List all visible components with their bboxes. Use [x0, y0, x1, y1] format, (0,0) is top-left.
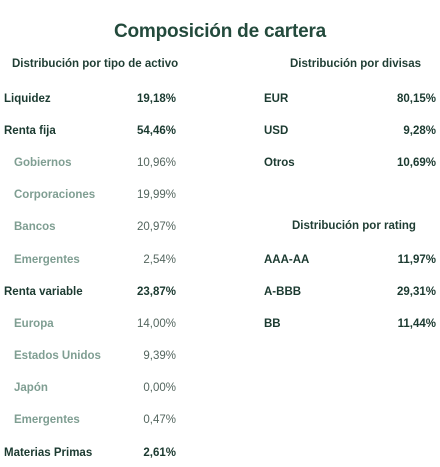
asset-label: Corporaciones — [14, 189, 96, 201]
rating-row-bb: BB 11,44% — [264, 318, 436, 338]
currency-label: EUR — [264, 93, 289, 105]
asset-label: Gobiernos — [14, 157, 72, 169]
asset-label: Emergentes — [14, 254, 80, 266]
asset-label: Europa — [14, 318, 54, 330]
asset-value: 19,99% — [136, 189, 176, 201]
rating-value: 11,97% — [397, 254, 436, 266]
asset-value: 0,00% — [143, 382, 176, 394]
currency-value: 10,69% — [396, 157, 436, 169]
asset-row-bancos: Bancos 20,97% — [4, 221, 176, 241]
currency-row-usd: USD 9,28% — [264, 125, 436, 145]
asset-row-estados-unidos: Estados Unidos 9,39% — [4, 350, 176, 370]
rating-row-a-bbb: A-BBB 29,31% — [264, 286, 436, 306]
page-title: Composición de cartera — [113, 21, 327, 42]
asset-row-europa: Europa 14,00% — [4, 318, 176, 338]
asset-row-emergentes-rv: Emergentes 0,47% — [4, 414, 176, 434]
asset-value: 10,96% — [136, 157, 176, 169]
asset-value: 9,39% — [143, 350, 176, 362]
asset-value: 2,61% — [143, 447, 176, 459]
currency-label: USD — [264, 125, 289, 137]
rating-row-aaa-aa: AAA-AA 11,97% — [264, 254, 436, 274]
asset-value: 2,54% — [143, 254, 176, 266]
asset-row-gobiernos: Gobiernos 10,96% — [4, 157, 176, 177]
asset-value: 14,00% — [136, 318, 176, 330]
asset-label: Japón — [14, 382, 48, 394]
rating-value: 29,31% — [396, 286, 436, 298]
asset-value: 23,87% — [136, 286, 176, 298]
asset-label: Materias Primas — [4, 447, 93, 459]
asset-row-materias-primas: Materias Primas 2,61% — [4, 447, 176, 467]
currency-value: 80,15% — [396, 93, 436, 105]
asset-row-japon: Japón 0,00% — [4, 382, 176, 402]
asset-value: 0,47% — [143, 414, 176, 426]
asset-row-corporaciones: Corporaciones 19,99% — [4, 189, 176, 209]
asset-row-liquidez: Liquidez 19,18% — [4, 93, 176, 113]
rating-label: BB — [264, 318, 281, 330]
asset-row-renta-variable: Renta variable 23,87% — [4, 286, 176, 306]
asset-row-emergentes-rf: Emergentes 2,54% — [4, 254, 176, 274]
asset-type-heading: Distribución por tipo de activo — [12, 58, 179, 70]
currency-heading: Distribución por divisas — [290, 58, 421, 70]
asset-label: Bancos — [14, 221, 56, 233]
currency-row-eur: EUR 80,15% — [264, 93, 436, 113]
currency-label: Otros — [264, 157, 295, 169]
rating-heading: Distribución por rating — [292, 220, 416, 232]
rating-value: 11,44% — [397, 318, 436, 330]
currency-value: 9,28% — [403, 125, 436, 137]
asset-value: 54,46% — [136, 125, 176, 137]
asset-value: 20,97% — [136, 221, 176, 233]
asset-label: Liquidez — [4, 93, 51, 105]
rating-label: AAA-AA — [264, 254, 310, 266]
asset-row-renta-fija: Renta fija 54,46% — [4, 125, 176, 145]
asset-label: Renta fija — [4, 125, 56, 137]
asset-label: Emergentes — [14, 414, 80, 426]
currency-row-otros: Otros 10,69% — [264, 157, 436, 177]
asset-label: Renta variable — [4, 286, 83, 298]
asset-label: Estados Unidos — [14, 350, 101, 362]
rating-label: A-BBB — [264, 286, 302, 298]
asset-value: 19,18% — [136, 93, 176, 105]
